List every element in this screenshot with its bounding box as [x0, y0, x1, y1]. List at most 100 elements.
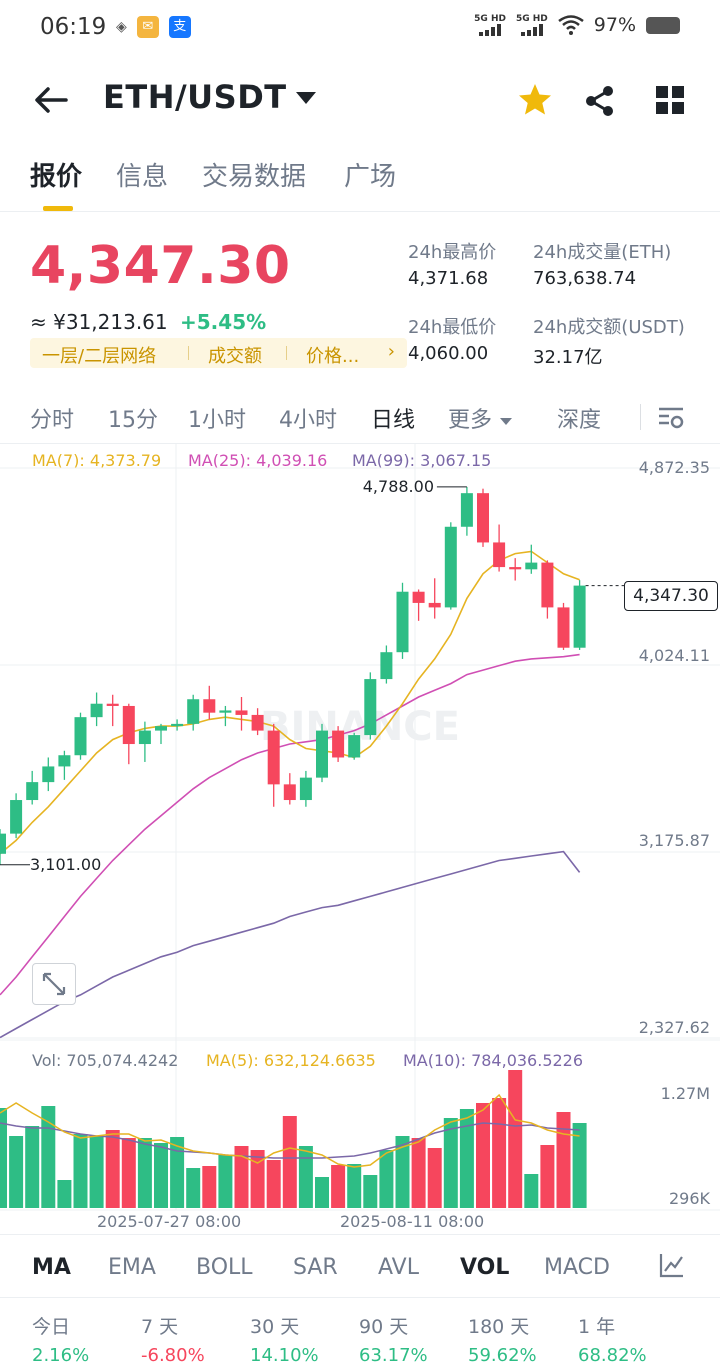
candle-body: [251, 714, 264, 731]
volume-bar: [347, 1164, 362, 1208]
indicator-boll[interactable]: BOLL: [196, 1255, 253, 1280]
ma99-legend: MA(99): 3,067.15: [352, 451, 492, 470]
volume-bar: [459, 1109, 474, 1208]
header: ETH/USDT: [0, 70, 720, 132]
indicator-avl[interactable]: AVL: [378, 1255, 419, 1280]
favorite-star-icon[interactable]: [517, 82, 553, 118]
candle-body: [541, 562, 554, 608]
candle-body: [26, 782, 39, 801]
candle-body: [155, 726, 167, 731]
interval-15m[interactable]: 15分: [108, 408, 158, 433]
candle-body: [380, 652, 393, 680]
candle-body: [396, 591, 409, 653]
candle-body: [428, 602, 441, 608]
binance-notification-icon: ◈: [116, 19, 127, 35]
performance-label: 180 天: [468, 1316, 530, 1338]
volume-bar: [556, 1112, 571, 1208]
tag-layer[interactable]: 一层/二层网络: [42, 346, 157, 367]
volume-bar: [41, 1106, 56, 1208]
interval-1h[interactable]: 1小时: [188, 408, 246, 433]
candle-body: [138, 730, 151, 745]
candle-body: [477, 493, 489, 543]
performance-label: 30 天: [250, 1316, 300, 1338]
indicator-sar[interactable]: SAR: [293, 1255, 338, 1280]
tag-turnover[interactable]: 成交额: [208, 346, 262, 367]
candle-body: [444, 526, 457, 608]
volume-bar: [250, 1150, 265, 1208]
price-axis-label: 4,872.35: [638, 458, 710, 477]
indicator-ma[interactable]: MA: [32, 1255, 71, 1280]
performance-value: -6.80%: [141, 1345, 205, 1366]
indicator-settings-icon[interactable]: [658, 1251, 686, 1279]
volume-bars: [0, 1070, 587, 1208]
interval-timeline[interactable]: 分时: [30, 408, 75, 433]
tag-price[interactable]: 价格...: [306, 346, 360, 367]
performance-label: 90 天: [359, 1316, 409, 1338]
tab-trading-data[interactable]: 交易数据: [202, 162, 307, 192]
kline-chart[interactable]: BINANCE 4,788.003,101.00: [0, 444, 720, 1234]
candle-body: [122, 705, 135, 745]
interval-depth[interactable]: 深度: [557, 408, 602, 433]
notification-icons: ◈ ✉ 支: [116, 16, 191, 38]
chart-grid: [0, 444, 720, 1211]
volume-bar: [524, 1174, 539, 1208]
performance-item: 30 天 14.10%: [250, 1312, 319, 1366]
volume-bar: [218, 1155, 233, 1208]
volume-bar: [331, 1165, 346, 1208]
candle-body: [364, 679, 377, 736]
interval-bar: 分时 15分 1小时 4小时 日线 更多 深度: [0, 390, 720, 444]
fullscreen-button[interactable]: [32, 963, 76, 1005]
battery-percent: 97%: [593, 14, 636, 36]
candle-body: [10, 800, 23, 834]
chevron-right-icon[interactable]: ›: [387, 341, 395, 362]
vol-legend: Vol: 705,074.4242: [32, 1051, 179, 1070]
pair-dropdown-icon[interactable]: [296, 92, 316, 104]
price-change: +5.45%: [180, 310, 267, 334]
ma7-legend: MA(7): 4,373.79: [32, 451, 162, 470]
volume-bar: [25, 1126, 40, 1208]
interval-1d[interactable]: 日线: [371, 408, 416, 433]
candle-body: [235, 710, 248, 715]
back-arrow-icon[interactable]: [30, 80, 70, 120]
tag-divider: [188, 346, 189, 360]
indicator-vol[interactable]: VOL: [460, 1255, 510, 1280]
volume-bar: [0, 1108, 7, 1208]
grid-menu-icon[interactable]: [655, 85, 685, 115]
ma99-line: [0, 850, 581, 1039]
active-tab-indicator: [43, 206, 73, 211]
share-icon[interactable]: [583, 84, 617, 118]
vol-ma10-legend: MA(10): 784,036.5226: [403, 1051, 584, 1070]
volume-bar: [443, 1118, 458, 1208]
high-label: 24h最高价: [408, 242, 497, 263]
alipay-notification-icon: 支: [168, 16, 191, 38]
candle-body: [283, 784, 296, 801]
main-tabs: 报价 信息 交易数据 广场: [0, 150, 720, 212]
indicator-bar: MA EMA BOLL SAR AVL VOL MACD: [0, 1234, 720, 1298]
tab-square[interactable]: 广场: [344, 162, 397, 192]
pair-title[interactable]: ETH/USDT: [103, 78, 287, 116]
candles: [0, 486, 586, 865]
signal-2-icon: 5G HD: [516, 14, 548, 36]
candle-body: [267, 730, 280, 785]
candle-body: [509, 567, 522, 570]
candle-body: [171, 723, 184, 727]
volume-bar: [89, 1136, 104, 1208]
category-tags[interactable]: 一层/二层网络 成交额 价格... ›: [30, 338, 407, 368]
volume-bar: [572, 1123, 587, 1208]
indicator-macd[interactable]: MACD: [544, 1255, 610, 1280]
tab-info[interactable]: 信息: [116, 162, 169, 192]
interval-more[interactable]: 更多: [448, 402, 513, 434]
performance-value: 59.62%: [468, 1345, 537, 1366]
candle-body: [74, 717, 87, 756]
candle-body: [316, 730, 328, 778]
volume-bar: [395, 1136, 410, 1208]
candle-body: [203, 699, 216, 713]
performance-item: 1 年 68.82%: [578, 1312, 647, 1366]
tab-quote[interactable]: 报价: [30, 162, 83, 192]
interval-4h[interactable]: 4小时: [279, 408, 337, 433]
low-marker-label: 3,101.00: [30, 855, 101, 874]
signal-1-icon: 5G HD: [474, 14, 506, 36]
chart-settings-icon[interactable]: [656, 402, 686, 432]
indicator-ema[interactable]: EMA: [108, 1255, 156, 1280]
volume-bar: [202, 1166, 217, 1208]
